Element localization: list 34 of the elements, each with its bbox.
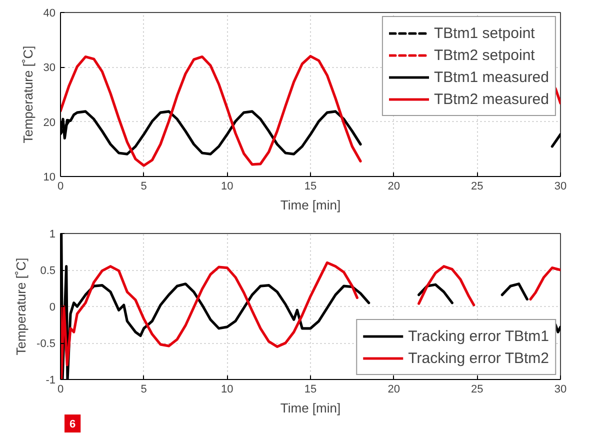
x-tick-label: 15 [304, 384, 317, 396]
legend-label: TBtm2 setpoint [434, 46, 535, 64]
y-tick-label: 20 [43, 116, 56, 129]
x-tick-label: 15 [304, 180, 317, 192]
x-axis-title: Time [min] [280, 400, 341, 416]
y-axis-title: Temperature [˚C] [20, 46, 36, 144]
y-tick-label: 1 [49, 228, 56, 240]
y-tick-label: 0.5 [40, 265, 56, 277]
y-tick-label: -0.5 [36, 338, 56, 350]
y-tick-label: 0 [49, 302, 56, 314]
x-tick-label: 0 [57, 384, 64, 396]
x-tick-label: 25 [471, 384, 484, 396]
x-tick-label: 10 [221, 180, 234, 192]
legend-label: TBtm1 setpoint [434, 24, 535, 42]
y-tick-label: -1 [46, 374, 56, 386]
y-tick-label: 10 [43, 172, 56, 184]
legend-label: TBtm1 measured [434, 68, 549, 86]
x-tick-label: 25 [471, 180, 484, 192]
x-tick-label: 0 [57, 180, 64, 192]
x-tick-label: 5 [140, 384, 147, 396]
x-tick-label: 20 [388, 384, 400, 396]
y-tick-label: 40 [43, 8, 56, 20]
text: 6 [70, 418, 76, 430]
x-axis-title: Time [min] [280, 198, 341, 212]
y-tick-label: 30 [43, 62, 56, 74]
legend-label: Tracking error TBtm2 [408, 350, 549, 366]
x-tick-label: 30 [554, 384, 567, 396]
y-axis-title: Temperature [˚C] [14, 258, 29, 356]
x-tick-label: 10 [221, 384, 234, 396]
x-tick-label: 30 [554, 180, 567, 192]
x-tick-label: 5 [140, 180, 147, 192]
legend-label: Tracking error TBtm1 [408, 328, 549, 344]
x-tick-label: 20 [388, 180, 400, 192]
legend-label: TBtm2 measured [434, 90, 549, 108]
